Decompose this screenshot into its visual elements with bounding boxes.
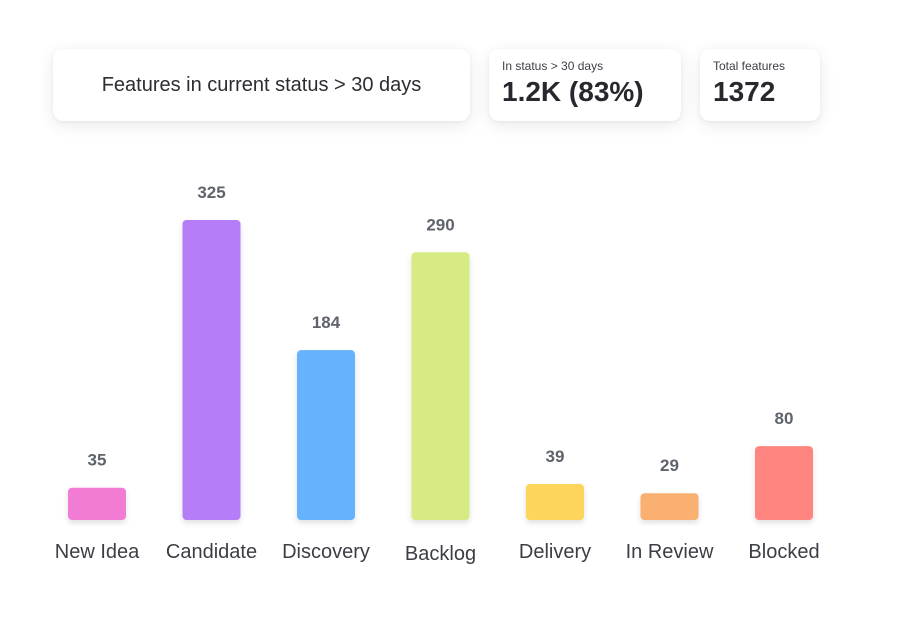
bar-blocked — [755, 446, 813, 520]
category-label-backlog: Backlog — [405, 543, 476, 565]
stat-label-total: Total features — [713, 59, 786, 73]
data-label-candidate: 325 — [197, 183, 225, 202]
data-label-delivery: 39 — [546, 447, 565, 466]
stat-value-in-status: 1.2K (83%) — [502, 76, 644, 107]
title-card: Features in current status > 30 days — [53, 49, 470, 121]
bar-backlog — [411, 252, 470, 521]
stat-label-in-status: In status > 30 days — [502, 59, 604, 73]
bars-group: 35 New Idea 325 Candidate 184 Discovery 290 Bac… — [55, 183, 820, 565]
data-label-backlog: 290 — [426, 215, 454, 234]
stat-card-total: Total features 1372 — [700, 49, 820, 121]
bar-new-idea — [68, 487, 126, 520]
category-label-discovery: Discovery — [282, 541, 370, 563]
data-label-blocked: 80 — [775, 409, 794, 428]
bar-delivery — [526, 484, 584, 520]
category-label-blocked: Blocked — [748, 541, 819, 563]
bar-in-review — [640, 493, 699, 520]
bar-discovery — [297, 350, 355, 520]
category-label-delivery: Delivery — [519, 541, 591, 563]
stat-value-total: 1372 — [713, 76, 776, 107]
data-label-new-idea: 35 — [88, 451, 107, 470]
chart-title: Features in current status > 30 days — [101, 73, 422, 96]
category-label-candidate: Candidate — [166, 541, 257, 563]
stat-card-in-status: In status > 30 days 1.2K (83%) — [489, 49, 681, 121]
data-label-in-review: 29 — [660, 456, 679, 475]
bar-candidate — [182, 220, 241, 520]
data-label-discovery: 184 — [312, 313, 341, 332]
category-label-in-review: In Review — [626, 541, 714, 563]
category-label-new-idea: New Idea — [55, 541, 140, 563]
